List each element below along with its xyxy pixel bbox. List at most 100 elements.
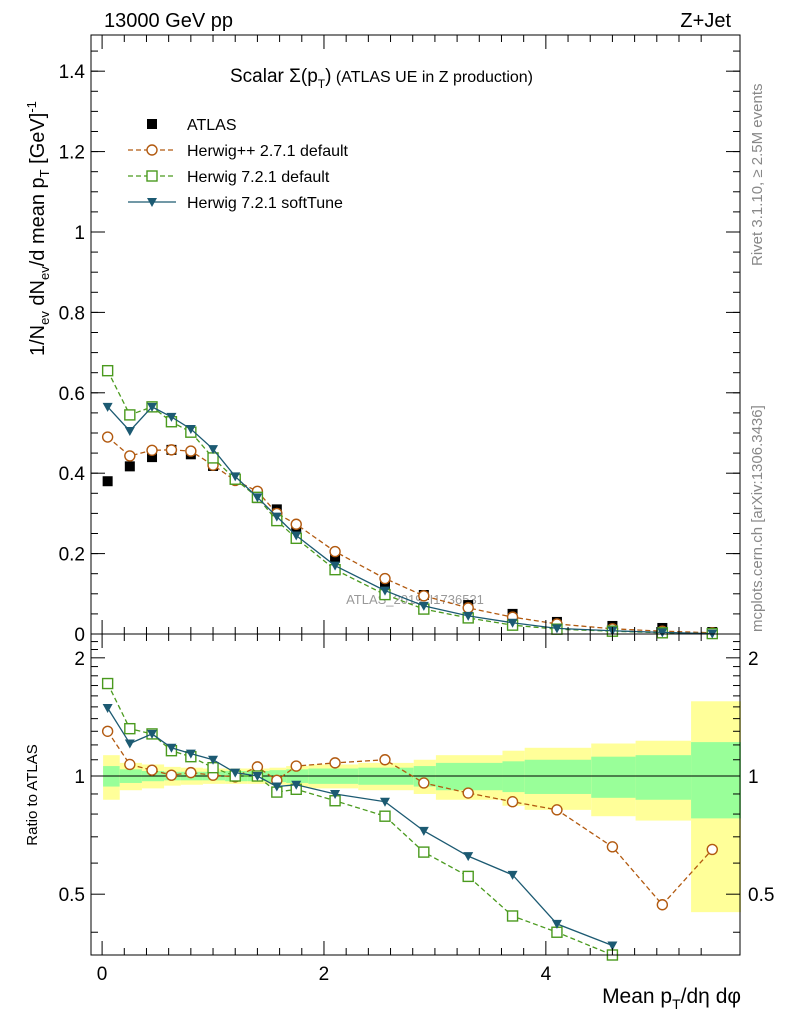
legend-label: Herwig 7.2.1 default [187, 169, 330, 186]
herwig-271-point [506, 796, 519, 808]
ylabel-part: dN [27, 280, 49, 311]
x-tick-label: 4 [541, 964, 552, 985]
atlas-point [147, 452, 158, 463]
ratio-y-tick-label: 1 [74, 767, 85, 788]
herwig-721-softtune-point [147, 402, 158, 412]
herwig-271-point [329, 545, 341, 558]
herwig-721-softtune-point [208, 755, 219, 765]
herwig-271-point [606, 841, 619, 853]
herwig-271-point [656, 899, 669, 911]
xlabel-subscript: T [672, 996, 681, 1012]
herwig-271-point [379, 572, 391, 585]
green-band [524, 759, 592, 794]
herwig-271-point [290, 760, 302, 772]
ylabel-superscript: -1 [24, 101, 39, 113]
herwig-721-softtune-point [418, 826, 429, 836]
herwig-271-point [462, 602, 474, 614]
herwig-721-softtune-point [291, 531, 302, 541]
ylabel-part: 1/N [27, 325, 49, 356]
herwig-721-softtune-point [102, 704, 113, 714]
herwig-721-default-point [124, 409, 136, 421]
title-part: Scalar [230, 66, 289, 87]
herwig-721-default-point [506, 910, 519, 922]
herwig-271-point [101, 431, 114, 443]
y-tick-label: 0.4 [59, 464, 86, 485]
green-band [435, 762, 503, 791]
legend-label: Herwig 7.2.1 softTune [187, 195, 343, 212]
herwig-721-softtune-point [379, 797, 390, 807]
herwig-721-softtune-point [551, 919, 562, 929]
herwig-721-softtune-point [252, 772, 263, 782]
ratio-y-axis-label: Ratio to ATLAS [24, 744, 41, 845]
herwig-721-default-point [207, 452, 219, 464]
title-part: (ATLAS UE in Z production) [331, 69, 533, 86]
herwig-721-default-point [124, 722, 136, 735]
title-part: ) [325, 66, 331, 87]
green-band [691, 742, 741, 819]
rivet-version-label: Rivet 3.1.10, ≥ 2.5M events [749, 84, 766, 267]
herwig-721-default-point [101, 677, 114, 690]
ratio-panel: 0.5 0.5 1 1 2 2 0 2 4 Ratio to ATLAS Mean pT/dη … [24, 633, 774, 1012]
herwig-271-point [165, 769, 178, 781]
herwig-271-point [124, 758, 136, 771]
y-tick-label: 1.4 [59, 62, 86, 83]
herwig-271-point [379, 754, 391, 766]
series-line [107, 683, 613, 956]
y-tick-label: 0.6 [59, 384, 85, 405]
y-tick-label: 0.8 [59, 303, 85, 324]
herwig-721-softtune-point [463, 611, 474, 621]
atlas-point [124, 461, 135, 472]
collision-energy-label: 13000 GeV pp [104, 10, 233, 32]
ratio-y-tick-label-right: 1 [748, 767, 759, 788]
title-subscript: T [318, 77, 326, 91]
y-tick-label: 1 [74, 223, 85, 244]
herwig-271-point [146, 144, 158, 156]
herwig-271-point [418, 590, 430, 602]
herwig-721-softtune-point [166, 743, 177, 753]
herwig-721-softtune-point [271, 782, 282, 792]
x-tick-label: 0 [97, 964, 108, 985]
herwig-721-softtune-point [166, 412, 177, 422]
ylabel-subscript: T [37, 169, 52, 177]
mcplots-label: mcplots.cern.ch [arXiv:1306.3436] [749, 405, 766, 632]
process-label: Z+Jet [680, 10, 731, 32]
herwig-721-softtune-point [230, 768, 241, 778]
herwig-271-point [185, 766, 197, 779]
legend-label: ATLAS [187, 117, 237, 134]
herwig-721-softtune-point [271, 512, 282, 522]
ratio-frame [90, 633, 741, 956]
herwig-721-softtune-point [418, 601, 429, 611]
herwig-721-softtune-point [124, 426, 135, 436]
herwig-721-softtune-point [185, 749, 196, 759]
atlas-point [330, 552, 341, 563]
ratio-y-tick-label: 0.5 [59, 885, 85, 906]
herwig-721-default-point [379, 810, 391, 822]
herwig-721-softtune-point [607, 941, 618, 951]
y-tick-label: 0.2 [59, 545, 85, 566]
herwig-721-default-point [462, 870, 474, 883]
herwig-721-default-point [101, 364, 114, 377]
herwig-271-point [146, 444, 158, 456]
green-band [635, 755, 692, 800]
x-tick-label: 2 [319, 964, 330, 985]
legend-label: Herwig++ 2.7.1 default [187, 143, 349, 160]
herwig-721-softtune-point [252, 493, 263, 503]
xlabel-part: /dη dφ [681, 985, 741, 1008]
herwig-271-point [185, 445, 197, 457]
herwig-271-point [165, 444, 178, 456]
herwig-721-default-point [146, 170, 158, 182]
ylabel-part: [GeV] [27, 113, 49, 170]
herwig-721-default-point [418, 846, 430, 858]
herwig-721-softtune-point [147, 729, 158, 739]
atlas-point [291, 525, 302, 536]
ylabel-subscript: ev [37, 311, 52, 325]
herwig-271-point [462, 787, 474, 799]
herwig-721-softtune-point [185, 424, 196, 434]
herwig-721-softtune-point [230, 472, 241, 482]
chart-title: Scalar Σ(pT) (ATLAS UE in Z production) [230, 66, 533, 91]
herwig-721-softtune-point [330, 561, 341, 571]
legend: ATLAS Herwig++ 2.7.1 default Herwig 7.2.1 … [128, 117, 349, 212]
herwig-721-softtune-point [291, 780, 302, 790]
herwig-721-softtune-point [379, 586, 390, 596]
